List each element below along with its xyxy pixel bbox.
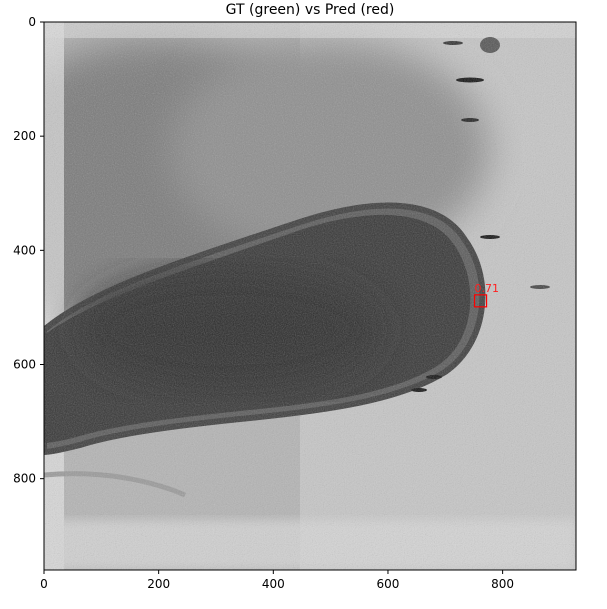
chart-title: GT (green) vs Pred (red)	[226, 2, 395, 18]
y-tick-label: 200	[13, 129, 36, 143]
pred-box	[473, 294, 488, 308]
x-tick-label: 600	[377, 577, 400, 591]
detections: 0.71	[473, 282, 500, 308]
plot-frame	[43, 21, 577, 571]
pred-score-label: 0.71	[475, 282, 500, 295]
micrograph-image	[44, 22, 576, 570]
y-tick-label: 800	[13, 472, 36, 486]
x-tick-label: 400	[262, 577, 285, 591]
x-tick-label: 800	[491, 577, 514, 591]
y-tick-label: 400	[13, 243, 36, 257]
y-tick-label: 600	[13, 358, 36, 372]
y-tick-label: 0	[28, 15, 36, 29]
axes: 0 200 400 600 800 0 200 400 600 800	[13, 15, 514, 591]
x-tick-label: 200	[147, 577, 170, 591]
x-tick-label: 0	[40, 577, 48, 591]
